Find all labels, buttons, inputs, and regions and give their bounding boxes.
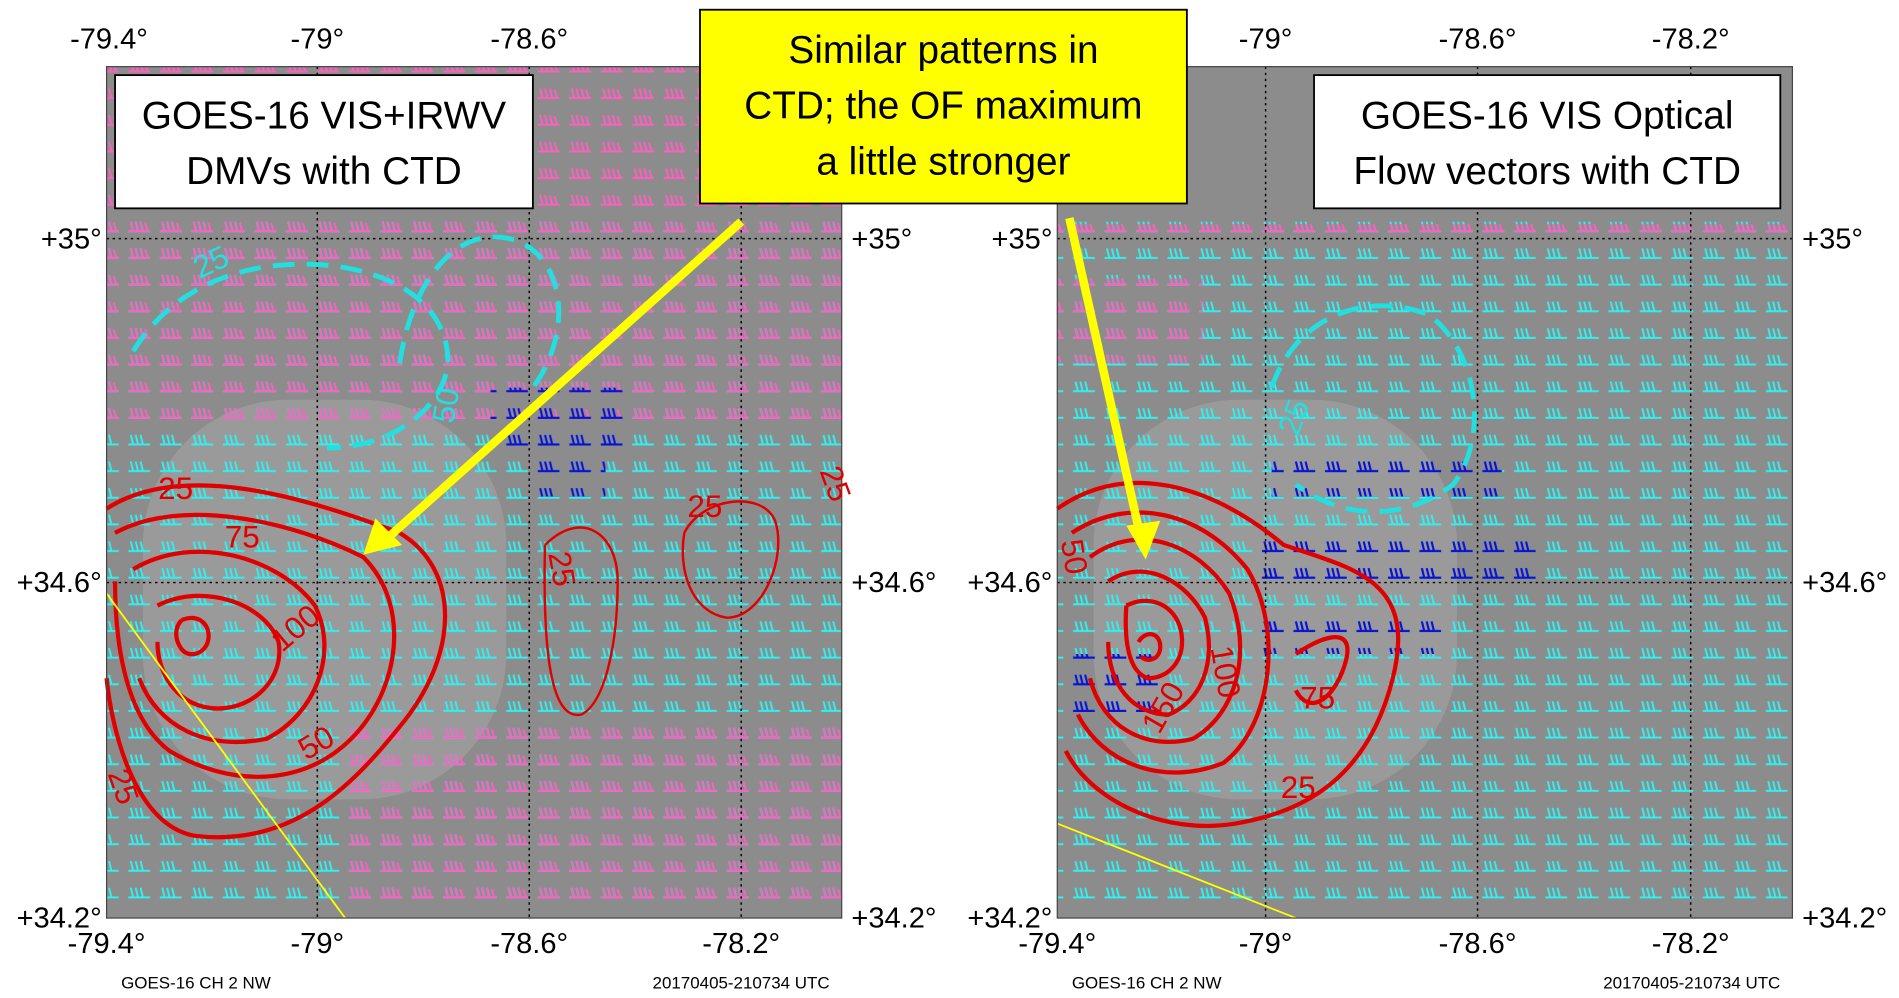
contour [155,593,282,711]
x-tick-label: -78.2° [1652,23,1730,55]
x-tick-label: -79° [291,23,345,55]
arrow-head [1126,520,1161,560]
wind-barbs [490,387,624,449]
wind-barbs [1057,278,1203,364]
contour-label: 25 [1281,770,1316,805]
title-box [1313,74,1782,210]
wind-barbs [1065,654,1163,727]
wind-barbs [1057,224,1793,249]
y-tick-label: +34.2° [851,903,936,935]
wind-barbs [1259,605,1442,655]
y-tick-label: +34.6° [17,567,102,599]
arrow [1065,217,1144,534]
x-tick-label: -78.6° [1439,928,1517,960]
y-tick-label: +34.6° [851,567,936,599]
x-tick-label: -78.6° [1439,23,1517,55]
x-tick-label: -78.6° [490,23,568,55]
wind-barbs [1259,532,1539,582]
callout-box [699,8,1188,205]
footer-label: 20170405-210734 UTC [1603,973,1780,992]
contour [1269,303,1477,515]
footer-label: 20170405-210734 UTC [653,973,830,992]
y-tick-label: +34.2° [1802,903,1887,935]
contour [1070,510,1271,775]
contour [1293,635,1350,705]
y-tick-label: +34.6° [967,567,1052,599]
x-tick-label: -78.2° [1652,928,1730,960]
arrow-head [363,518,403,555]
arrow [382,218,745,544]
contour [104,483,448,840]
x-tick-label: -78.6° [490,928,568,960]
wind-barbs [532,460,606,497]
contour [131,261,451,451]
wind-barbs [1271,448,1502,497]
wind-barbs [348,726,842,909]
y-tick-label: +34.6° [1802,567,1887,599]
y-tick-label: +35° [851,223,912,255]
x-tick-label: -79° [1239,23,1293,55]
contour [1087,537,1243,744]
panel-title: DMVs with CTD [186,150,462,193]
y-tick-label: +35° [41,223,102,255]
x-tick-label: -79.4° [1018,928,1096,960]
contour-label: 75 [1300,680,1335,715]
callout-line: a little stronger [816,140,1070,183]
contour [1106,569,1211,717]
y-tick-label: +35° [1802,223,1863,255]
callout-line: Similar patterns in [788,29,1098,72]
panel-title: GOES-16 VIS Optical [1361,94,1734,137]
contour [174,615,211,657]
contour-label: 25 [541,549,582,590]
contour-label: 100 [1204,643,1248,701]
y-tick-label: +34.2° [17,903,102,935]
contour [1056,480,1401,829]
contour [397,234,562,390]
contour [132,549,327,744]
contour [543,526,619,717]
contour [1123,598,1185,681]
contour [1136,632,1163,662]
panel-title: Flow vectors with CTD [1353,150,1741,193]
x-tick-label: -78.2° [702,928,780,960]
contour-label: 75 [225,519,260,554]
contour-label: 25 [687,489,722,524]
title-box [114,74,534,210]
footer-label: GOES-16 CH 2 NW [1072,973,1222,992]
contour [112,512,397,779]
x-tick-label: -79° [1239,928,1293,960]
y-tick-label: +34.2° [967,903,1052,935]
contour-label: 50 [426,385,467,426]
coastline [1056,822,1297,919]
map-border [1056,66,1794,919]
contour [681,500,780,619]
footer-label: GOES-16 CH 2 NW [121,973,271,992]
x-tick-label: -79.4° [68,928,146,960]
contour-label: 25 [158,471,193,506]
map-border [105,66,843,919]
panel-title: GOES-16 VIS+IRWV [142,94,506,137]
callout-line: CTD; the OF maximum [744,85,1142,128]
y-tick-label: +35° [992,223,1053,255]
coastline [105,592,346,919]
x-tick-label: -79° [291,928,345,960]
contour-label: 50 [1054,536,1095,577]
x-tick-label: -79.4° [70,23,148,55]
